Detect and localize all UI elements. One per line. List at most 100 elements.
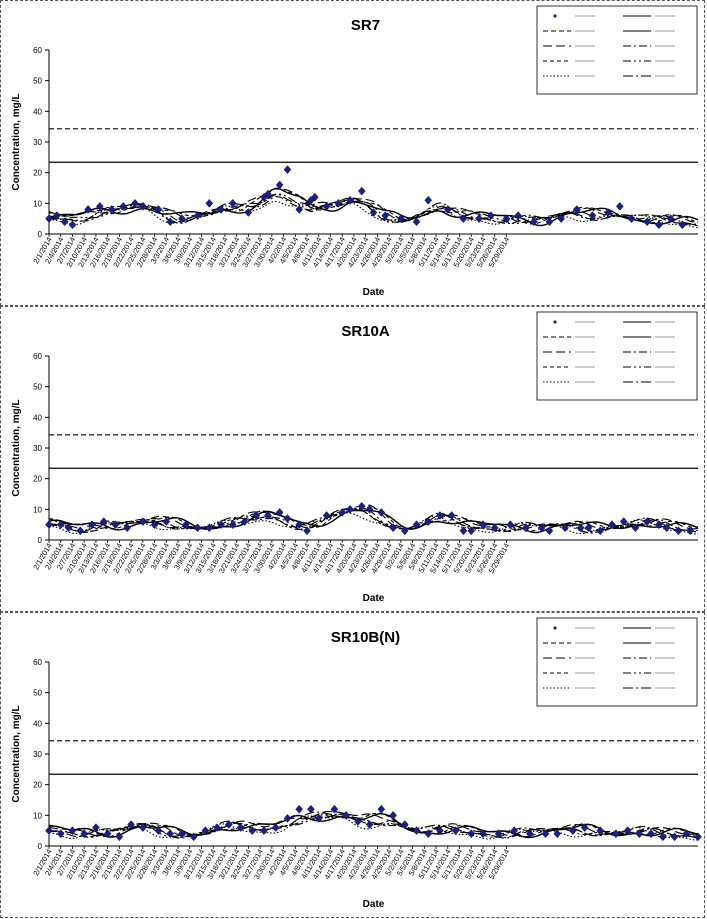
observed-point: [604, 208, 612, 217]
observed-point: [217, 205, 225, 214]
observed-point: [56, 829, 65, 839]
observed-point: [541, 829, 550, 839]
observed-point: [95, 202, 104, 211]
observed-point: [369, 208, 378, 217]
observed-point: [389, 810, 397, 820]
observed-point: [88, 520, 96, 530]
observed-point: [612, 829, 620, 839]
observed-point: [514, 211, 522, 220]
observed-point: [166, 829, 175, 839]
observed-point: [412, 520, 421, 530]
observed-point: [193, 211, 202, 220]
y-axis-label: Concentration, mg/L: [11, 705, 22, 802]
observed-point: [271, 823, 280, 832]
observed-point: [45, 520, 53, 530]
model-series-line: [48, 810, 699, 837]
y-tick-label: 40: [33, 413, 42, 422]
observed-point: [655, 520, 663, 530]
observed-point: [596, 526, 605, 536]
observed-point: [682, 829, 691, 839]
y-axis-label: Concentration, mg/L: [11, 93, 22, 190]
observed-point: [400, 526, 409, 536]
legend-box: [536, 5, 698, 95]
observed-point: [553, 829, 562, 839]
chart-panel-sr10bn: SR10B(N) 0 10 20 30 40 50 60 Concentration, mg/L…: [0, 612, 705, 918]
observed-point: [354, 817, 362, 826]
observed-point: [342, 810, 350, 820]
observed-point: [154, 826, 163, 836]
y-tick-label: 10: [33, 811, 42, 820]
observed-point: [506, 520, 515, 530]
observed-point: [608, 520, 616, 530]
observed-point: [569, 826, 577, 836]
observed-point: [424, 517, 433, 526]
observed-point: [377, 804, 386, 814]
y-tick-label: 60: [33, 658, 42, 667]
observed-point: [322, 202, 331, 211]
observed-point: [123, 523, 132, 533]
observed-point: [201, 826, 210, 836]
observed-point: [111, 520, 120, 530]
observed-point: [486, 211, 495, 220]
observed-point: [295, 804, 304, 814]
chart-title: SR7: [351, 17, 380, 34]
y-tick-label: 50: [33, 689, 42, 698]
observed-point: [150, 520, 159, 530]
observed-point: [643, 217, 652, 227]
observed-point: [264, 189, 272, 199]
observed-point: [240, 517, 249, 526]
legend-box: [536, 311, 698, 401]
observed-point: [557, 214, 565, 224]
observed-point: [307, 804, 315, 814]
observed-point: [526, 829, 534, 839]
observed-point: [236, 823, 245, 832]
observed-point: [662, 523, 671, 533]
y-tick-label: 40: [33, 107, 42, 116]
observed-point: [68, 220, 77, 230]
observed-point: [115, 832, 124, 842]
observed-point: [490, 523, 499, 533]
model-series-line: [48, 187, 699, 227]
observed-point: [275, 508, 284, 517]
y-tick-label: 0: [38, 536, 43, 545]
observed-point: [213, 823, 221, 832]
model-series-line: [48, 812, 699, 838]
observed-point: [283, 165, 292, 174]
legend-marker: [553, 626, 557, 630]
y-tick-label: 20: [33, 169, 42, 178]
observed-point: [397, 214, 405, 224]
y-tick-label: 0: [38, 230, 43, 239]
observed-point: [381, 211, 390, 220]
observed-point: [99, 517, 108, 526]
observed-point: [295, 205, 304, 214]
observed-point: [68, 826, 77, 836]
observed-point: [494, 829, 503, 839]
legend: [536, 5, 698, 95]
observed-point: [45, 826, 53, 836]
chart-title: SR10A: [341, 323, 390, 340]
y-tick-label: 50: [33, 383, 42, 392]
legend-marker: [553, 14, 557, 18]
x-axis-label: Date: [363, 593, 385, 604]
observed-point: [56, 520, 65, 530]
y-tick-label: 60: [33, 46, 42, 55]
observed-point: [631, 523, 640, 533]
observed-point: [588, 211, 597, 220]
observed-point: [545, 217, 554, 227]
legend-box: [536, 617, 698, 707]
observed-point: [412, 217, 421, 227]
observed-point: [400, 820, 409, 829]
observed-point: [655, 220, 663, 230]
observed-point: [330, 804, 339, 814]
observed-point: [686, 526, 695, 536]
observed-point: [389, 523, 397, 533]
observed-point: [572, 205, 581, 214]
observed-point: [357, 501, 366, 511]
chart-panel-sr10a: SR10A 0 10 20 30 40 50 60 Concentration, mg/L 2/1…: [0, 306, 705, 612]
observed-point: [643, 517, 652, 526]
observed-point: [138, 517, 147, 526]
observed-point: [248, 826, 257, 836]
observed-point: [510, 826, 519, 836]
